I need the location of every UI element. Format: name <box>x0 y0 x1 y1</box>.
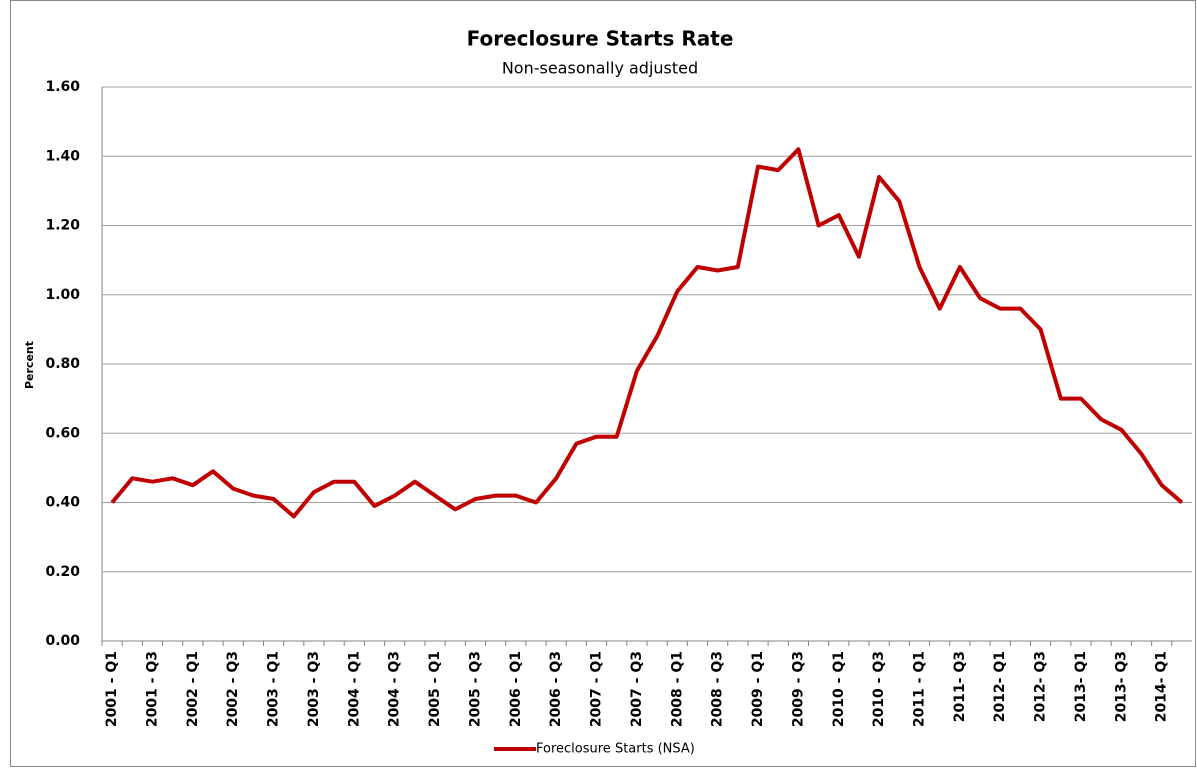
y-tick-label: 1.40 <box>45 148 80 164</box>
x-tick-label: 2008 - Q1 <box>669 651 685 727</box>
x-tick-label: 2004 - Q1 <box>346 651 362 727</box>
x-tick-label: 2007 - Q1 <box>589 651 605 727</box>
x-tick-label: 2010 - Q1 <box>831 651 847 727</box>
y-tick-label: 0.40 <box>45 495 80 511</box>
x-tick-label: 2009 - Q3 <box>790 651 806 727</box>
y-tick-label: 0.00 <box>45 633 80 649</box>
x-tick-label: 2013- Q3 <box>1113 651 1129 722</box>
chart-border <box>10 0 1196 767</box>
x-tick-label: 2012- Q3 <box>1033 651 1049 722</box>
y-tick-label: 0.80 <box>45 356 80 372</box>
y-tick-label: 1.60 <box>45 79 80 95</box>
x-tick-label: 2005 - Q3 <box>467 651 483 727</box>
x-tick-label: 2013- Q1 <box>1073 651 1089 722</box>
x-tick-label: 2003 - Q3 <box>306 651 322 727</box>
x-tick-label: 2002 - Q3 <box>225 651 241 727</box>
y-tick-label: 0.20 <box>45 564 80 580</box>
x-tick-label: 2006 - Q1 <box>508 651 524 727</box>
x-tick-label: 2004 - Q3 <box>387 651 403 727</box>
y-tick-label: 0.60 <box>45 425 80 441</box>
x-tick-label: 2011 - Q1 <box>912 651 928 727</box>
x-tick-label: 2008 - Q3 <box>710 651 726 727</box>
x-tick-label: 2009 - Q1 <box>750 651 766 727</box>
x-tick-label: 2010 - Q3 <box>871 651 887 727</box>
y-axis-label: Percent <box>23 341 36 389</box>
series-line <box>110 147 1184 519</box>
y-tick-label: 1.20 <box>45 218 80 234</box>
x-tick-label: 2005 - Q1 <box>427 651 443 727</box>
x-tick-label: 2006 - Q3 <box>548 651 564 727</box>
x-tick-label: 2014- Q1 <box>1154 651 1170 722</box>
x-tick-label: 2003 - Q1 <box>266 651 282 727</box>
x-tick-label: 2001 - Q1 <box>104 651 120 727</box>
legend-label: Foreclosure Starts (NSA) <box>536 742 695 757</box>
x-tick-label: 2012- Q1 <box>992 651 1008 722</box>
x-tick-label: 2007 - Q3 <box>629 651 645 727</box>
y-tick-label: 1.00 <box>45 287 80 303</box>
chart-title: Foreclosure Starts Rate <box>467 27 734 51</box>
x-tick-label: 2002 - Q1 <box>185 651 201 727</box>
x-tick-label: 2011- Q3 <box>952 651 968 722</box>
x-tick-label: 2001 - Q3 <box>144 651 160 727</box>
chart-subtitle: Non-seasonally adjusted <box>502 59 698 78</box>
